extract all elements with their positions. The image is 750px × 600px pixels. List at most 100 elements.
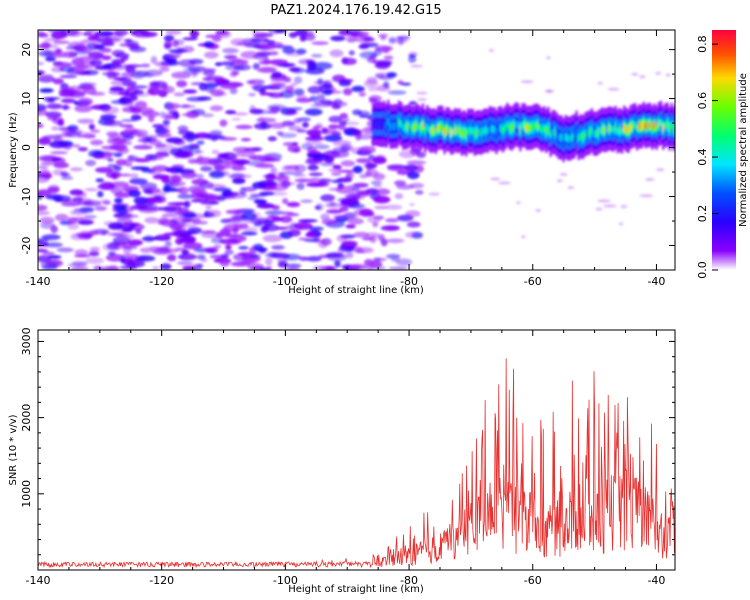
spectrogram-cell [206,135,227,140]
spectrogram-cell [564,133,567,141]
spectrogram-cell [668,125,671,133]
spectrogram-cell [347,218,364,225]
y-tick-label: 2000 [20,404,33,432]
spectrogram-cell [42,74,54,79]
spectrogram-cell [365,232,380,238]
spectrogram-cell [581,133,585,141]
spectrogram-cell [50,31,68,39]
spectrogram-cell [102,243,115,251]
spectrogram-cell [95,167,114,173]
spectrogram-cell [373,195,391,204]
spectrogram-cell [231,117,241,121]
spectrogram-cell [295,164,307,173]
spectrogram-cell [307,164,319,171]
spectrogram-cell [45,194,64,200]
spectrogram-cell [385,218,399,223]
spectrogram-cell [672,125,675,133]
spectrogram-cell [50,151,68,155]
spectrogram-cell [224,55,238,59]
spectrogram-cell [249,105,256,113]
spectrogram-cell [208,170,225,179]
spectrogram-cell [105,171,122,179]
spectrogram-cell [130,166,150,170]
spectrogram-cell [148,166,157,173]
spectrogram-cell [125,65,136,73]
spectrogram-cell [321,88,334,95]
spectrogram-cell [386,72,397,78]
spectrogram-cell [38,204,48,211]
spectrogram-cell [640,123,643,130]
spectrogram-cell [170,174,181,180]
spectrogram-cell [265,173,277,182]
spectrogram-cell [216,30,232,39]
spectrogram-cell [295,48,307,55]
spectrogram-cell [394,193,404,200]
x-tick-label: -40 [647,275,665,288]
spectrogram-cell [649,121,652,129]
spectrogram-cell [506,121,509,129]
spectrogram-cell [207,248,216,253]
spectrogram-cell [300,143,314,150]
spectrogram-cell [141,110,161,117]
spectrogram-cell [428,192,441,196]
spectrogram-cell [119,254,140,259]
spectrogram-cell [274,30,287,33]
spectrogram-cell [579,132,583,140]
spectrogram-cell [306,182,326,187]
spectrogram-cell [599,127,602,135]
spectrogram-cell [236,174,252,179]
spectrogram-cell [343,88,353,96]
spectrogram-cell [270,166,278,174]
spectrogram-cell [69,167,83,172]
spectrogram-cell [135,255,156,262]
spectrogram-cell [320,161,336,167]
spectrogram-cell [638,122,641,130]
spectrogram-cell [161,177,170,183]
spectrogram-cell [89,246,101,252]
spectrogram-cell [286,201,301,208]
spectrogram-cell [74,249,88,257]
spectrogram-cell [297,117,311,122]
spectrogram-cell [211,149,220,155]
spectrogram-cell [313,153,330,161]
snr-frame [37,329,676,571]
spectrogram-cell [510,125,513,133]
spectrogram-cell [362,237,374,241]
spectrogram-cell [584,131,587,138]
spectrogram-cell [229,71,238,78]
spectrogram-cell [163,115,176,120]
spectrogram-cell [400,82,412,86]
spectrogram-cell [52,47,64,55]
spectrogram-cell [250,30,261,35]
spectrogram-cell [183,242,203,250]
spectrogram-cell [370,180,383,186]
x-tick-label: -140 [26,275,51,288]
spectrogram-cell [182,212,197,218]
spectrogram-cell [44,38,61,42]
spectrogram-cell [358,91,366,97]
spectrogram-cell [332,164,342,170]
spectrogram-cell [113,152,123,158]
spectrogram-cell [546,56,551,60]
spectrogram-cell [400,120,403,128]
spectrogram-cell [547,125,550,133]
spectrogram-cell [100,266,117,270]
spectrogram-cell [38,50,57,57]
spectrogram-cell [267,136,277,142]
spectrogram-cell [333,98,343,106]
spectrogram-cell [409,203,415,206]
spectrogram-cell [285,267,301,270]
spectrogram-cell [639,194,653,198]
spectrogram-cell [523,121,526,129]
spectrogram-cell [247,196,259,200]
spectrogram-cell [325,266,335,270]
spectrogram-cell [252,33,270,38]
spectrogram-cell [286,110,298,116]
spectrogram-cell [296,182,305,190]
spectrogram-cell [385,204,403,210]
spectrogram-cell [126,83,135,91]
spectrogram-cell [162,119,170,126]
spectrogram-cell [305,232,316,238]
spectrogram-cell [84,188,99,192]
spectrogram-cell [74,104,93,113]
